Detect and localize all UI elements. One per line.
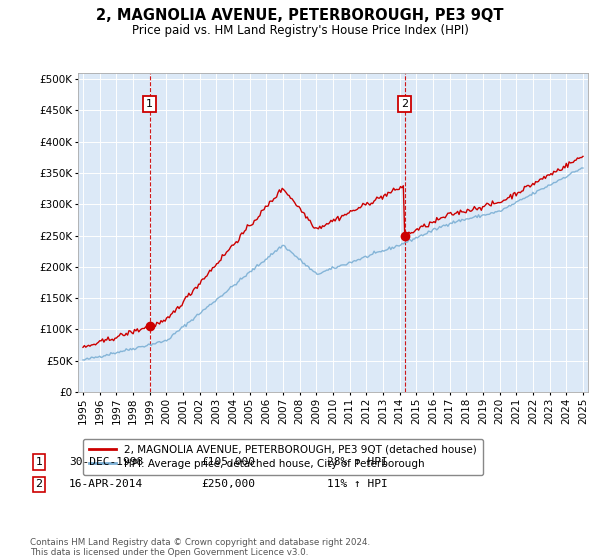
Legend: 2, MAGNOLIA AVENUE, PETERBOROUGH, PE3 9QT (detached house), HPI: Average price, : 2, MAGNOLIA AVENUE, PETERBOROUGH, PE3 9Q… <box>83 438 483 475</box>
Text: 30-DEC-1998: 30-DEC-1998 <box>69 457 143 467</box>
Text: 11% ↑ HPI: 11% ↑ HPI <box>327 479 388 489</box>
Text: Price paid vs. HM Land Registry's House Price Index (HPI): Price paid vs. HM Land Registry's House … <box>131 24 469 36</box>
Text: 16-APR-2014: 16-APR-2014 <box>69 479 143 489</box>
Text: 2: 2 <box>35 479 43 489</box>
Text: 1: 1 <box>146 99 153 109</box>
Text: 2, MAGNOLIA AVENUE, PETERBOROUGH, PE3 9QT: 2, MAGNOLIA AVENUE, PETERBOROUGH, PE3 9Q… <box>96 8 504 24</box>
Text: £250,000: £250,000 <box>201 479 255 489</box>
Text: 2: 2 <box>401 99 408 109</box>
Text: £105,000: £105,000 <box>201 457 255 467</box>
Text: Contains HM Land Registry data © Crown copyright and database right 2024.
This d: Contains HM Land Registry data © Crown c… <box>30 538 370 557</box>
Text: 28% ↑ HPI: 28% ↑ HPI <box>327 457 388 467</box>
Text: 1: 1 <box>35 457 43 467</box>
